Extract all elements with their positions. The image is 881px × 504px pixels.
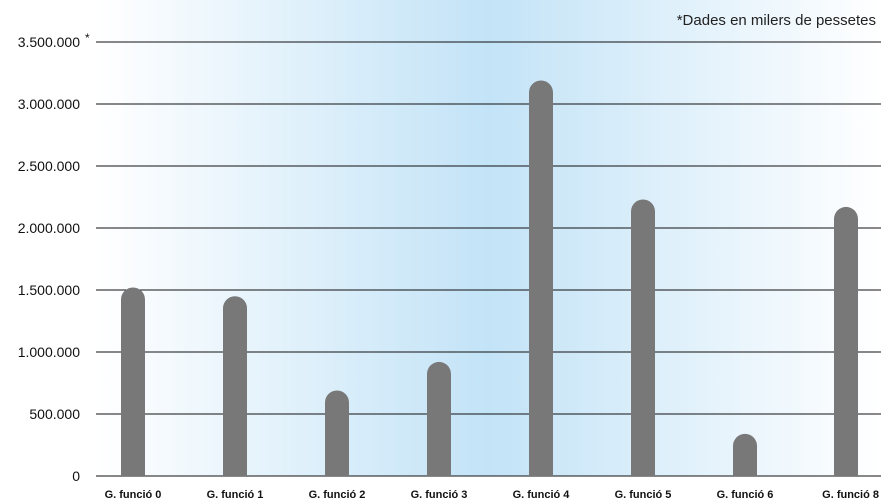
x-tick-label: G. funció 1 xyxy=(207,489,264,501)
x-tick-label: G. funció 4 xyxy=(513,489,571,501)
bar xyxy=(733,433,757,476)
x-tick-label: G. funció 6 xyxy=(717,489,774,501)
y-tick-label: 2.000.000 xyxy=(18,220,80,236)
x-tick-label: G. funció 0 xyxy=(105,489,162,501)
y-tick-labels: 0 500.000 1.000.000 1.500.000 2.000.000 2.500… xyxy=(18,34,81,484)
y-tick-label: 3.000.000 xyxy=(18,96,80,112)
y-tick-label: 1.500.000 xyxy=(18,282,80,298)
bar xyxy=(427,361,451,476)
bar xyxy=(325,390,349,476)
x-tick-label: G. funció 2 xyxy=(309,489,366,501)
bar xyxy=(223,296,247,476)
x-tick-labels: G. funció 0 G. funció 1 G. funció 2 G. func… xyxy=(105,489,879,501)
bar xyxy=(529,80,553,476)
y-tick-label: 1.000.000 xyxy=(18,344,80,360)
x-tick-label: G. funció 8 xyxy=(822,489,879,501)
y-tick-label: 0 xyxy=(72,468,80,484)
y-tick-label: 2.500.000 xyxy=(18,158,80,174)
bar xyxy=(834,206,858,476)
y-tick-label: 500.000 xyxy=(29,406,80,422)
bar xyxy=(121,287,145,476)
x-tick-label: G. funció 5 xyxy=(615,489,672,501)
y-axis-asterisk: * xyxy=(85,31,90,45)
units-note: *Dades en milers de pessetes xyxy=(677,12,876,29)
bars xyxy=(121,80,858,477)
bar xyxy=(631,199,655,477)
plot-background xyxy=(96,0,881,476)
y-tick-label: 3.500.000 xyxy=(18,34,80,50)
x-tick-label: G. funció 3 xyxy=(411,489,468,501)
